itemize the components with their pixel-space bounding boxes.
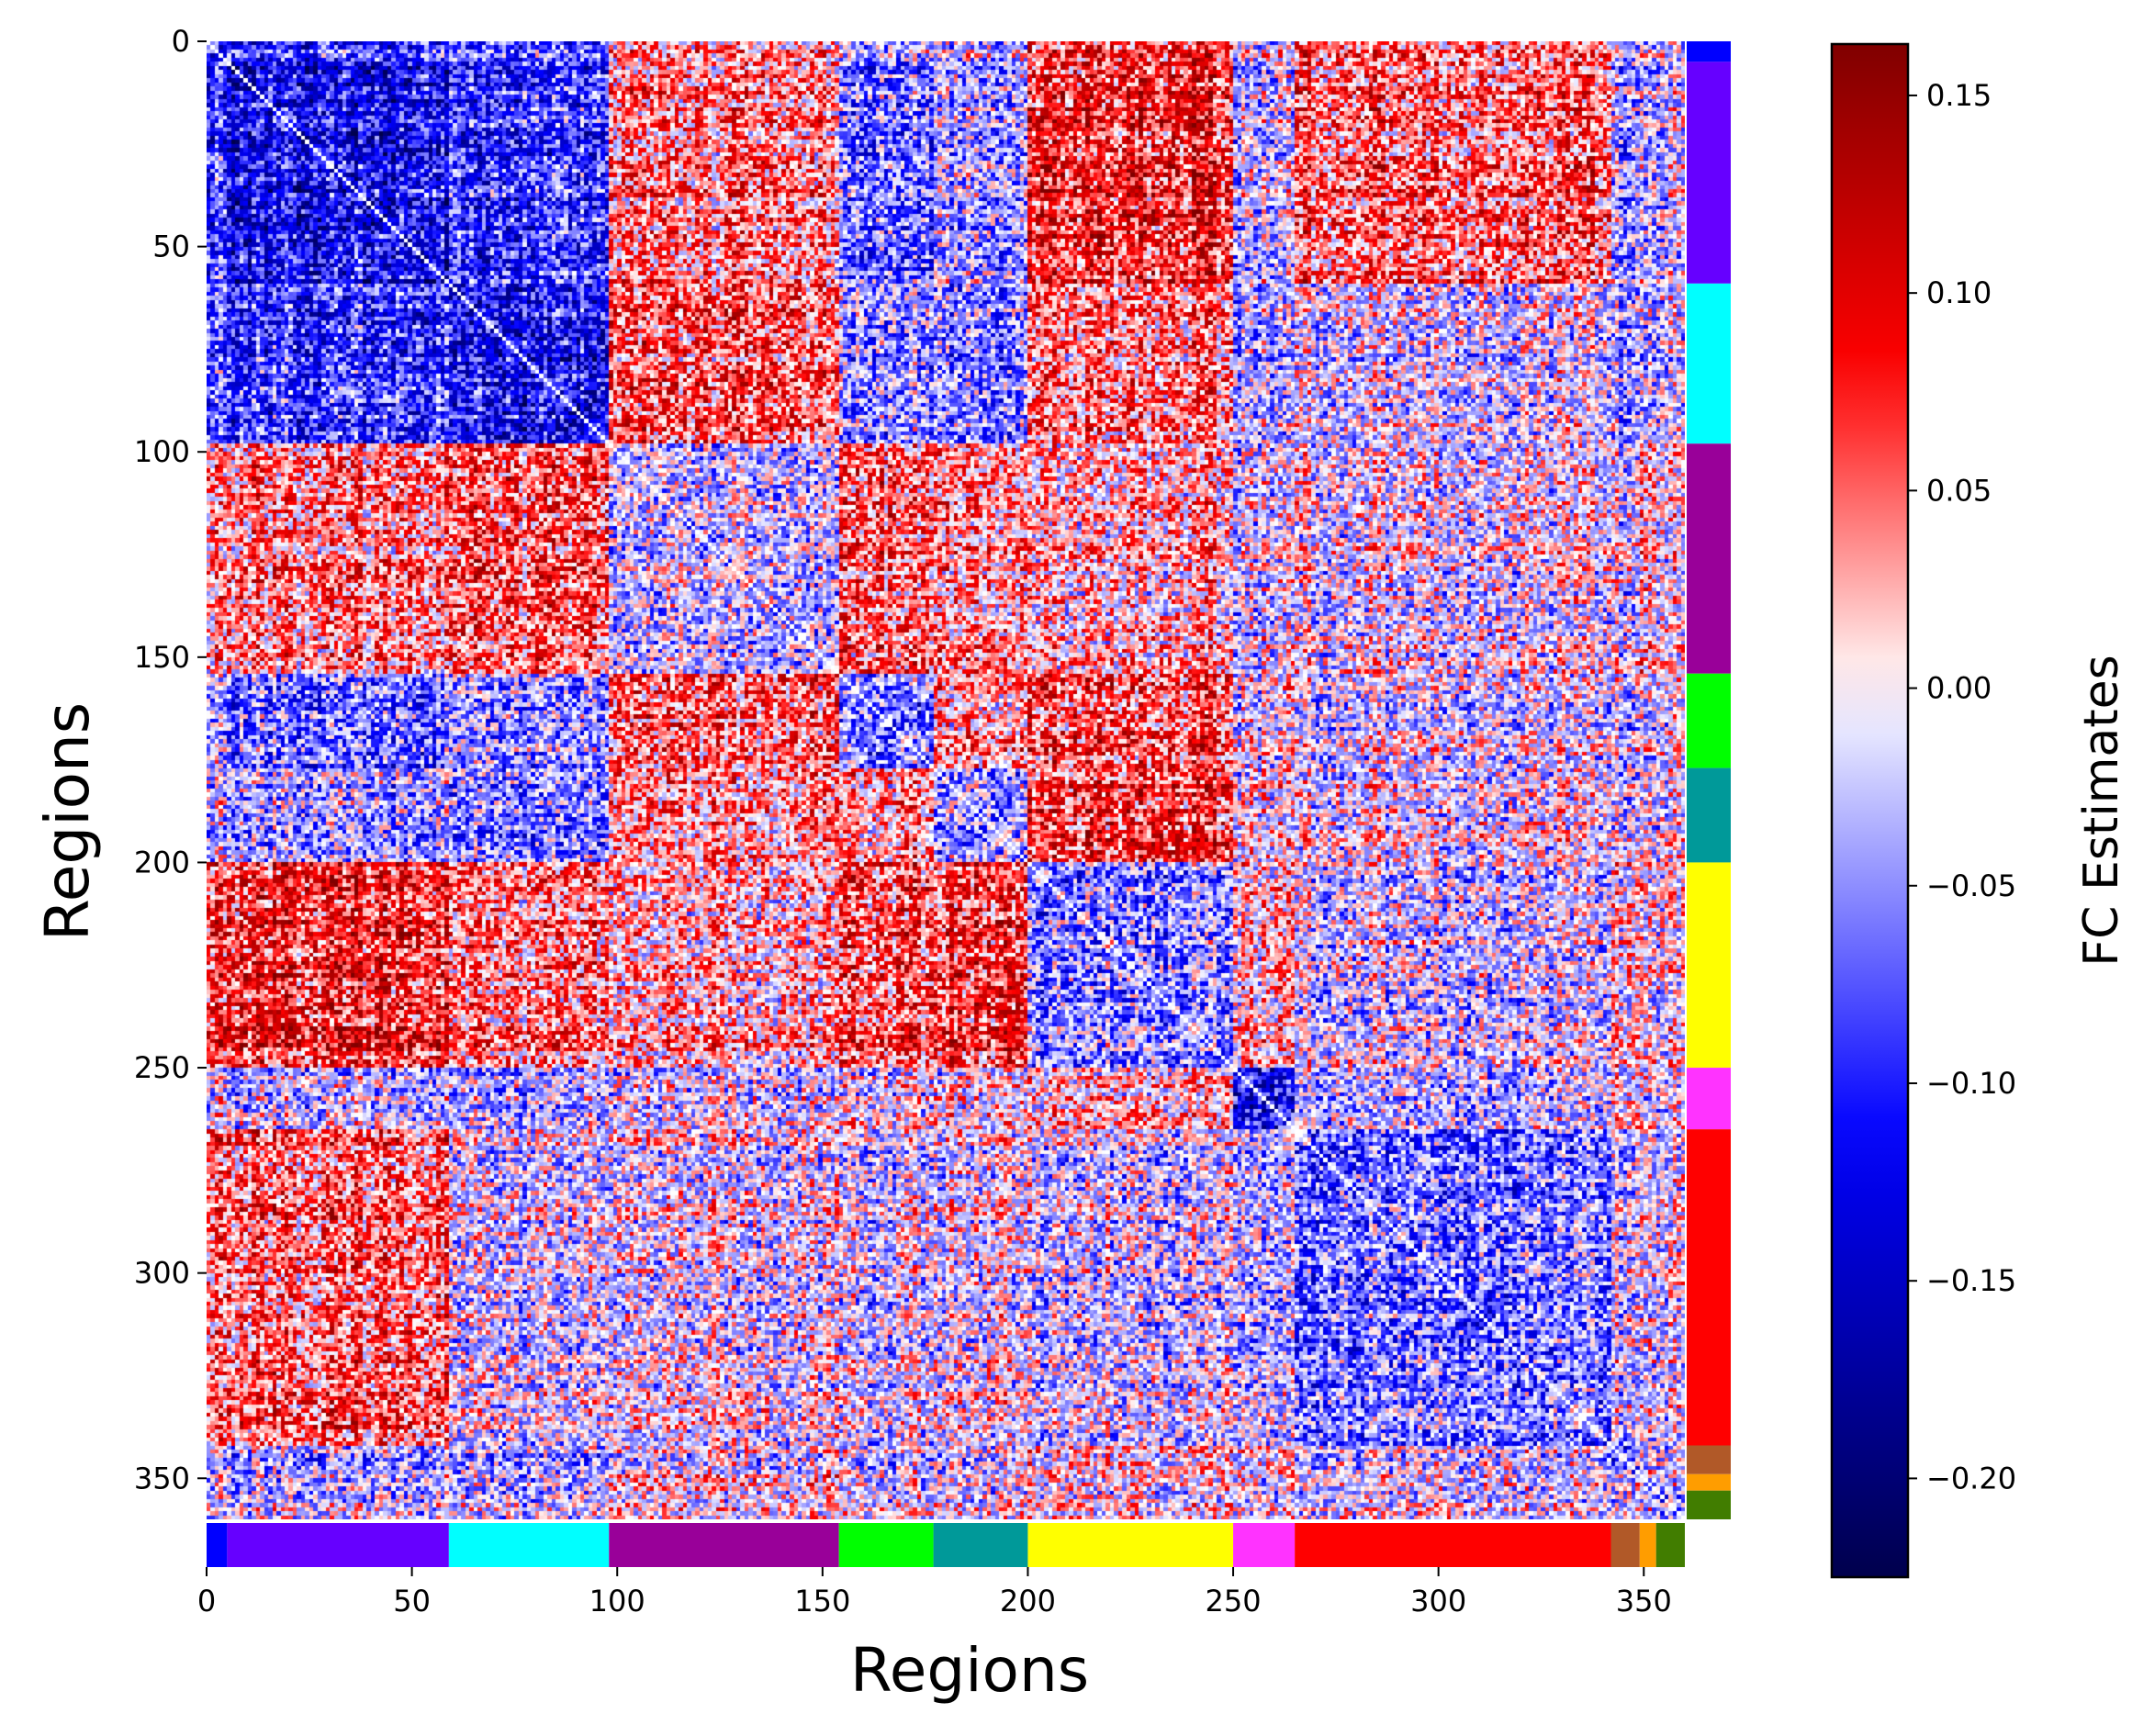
x-tick-label: 0 — [197, 1584, 216, 1618]
x-axis: 0 50 100 150 200 250 300 350 — [197, 1567, 1672, 1618]
network-strip-segment-bottom — [838, 1523, 934, 1567]
network-strip-segment-bottom — [609, 1523, 839, 1567]
network-strip-segment-bottom — [1610, 1523, 1640, 1567]
colorbar-tick-label: 0.05 — [1926, 473, 1992, 508]
network-strip-segment-right — [1687, 1490, 1731, 1519]
network-strip-segment-bottom — [207, 1523, 228, 1567]
network-strip-segment-right — [1687, 1473, 1731, 1491]
y-tick-label: 200 — [134, 845, 190, 879]
x-tick-label: 150 — [794, 1584, 850, 1618]
network-strip-segment-bottom — [448, 1523, 610, 1567]
y-tick-label: 250 — [134, 1050, 190, 1085]
colorbar-tick-label: −0.20 — [1926, 1461, 2016, 1495]
network-strip-segment-right — [1687, 283, 1731, 444]
y-tick-label: 100 — [134, 434, 190, 469]
x-tick-label: 100 — [589, 1584, 645, 1618]
network-strip-segment-right — [1687, 62, 1731, 284]
x-tick-label: 50 — [393, 1584, 431, 1618]
network-strip-segment-right — [1687, 1129, 1731, 1446]
network-strip-segment-right — [1687, 862, 1731, 1069]
y-tick-label: 150 — [134, 640, 190, 675]
colorbar: 0.15 0.10 0.05 0.00 −0.05 −0.10 −0.15 −0.20 FC … — [1830, 42, 2129, 1579]
x-tick-label: 350 — [1616, 1584, 1672, 1618]
y-tick-label: 300 — [134, 1256, 190, 1291]
y-axis: 0 50 100 150 200 250 300 350 — [134, 24, 207, 1495]
colorbar-label: FC Estimates — [2074, 655, 2129, 967]
network-strip-segment-right — [1687, 767, 1731, 863]
network-strip-segment-bottom — [1639, 1523, 1656, 1567]
x-axis-title: Regions — [850, 1635, 1089, 1706]
y-tick-label: 350 — [134, 1461, 190, 1495]
y-axis-title: Regions — [32, 702, 103, 941]
x-tick-label: 300 — [1410, 1584, 1466, 1618]
colorbar-tick-label: −0.15 — [1926, 1263, 2016, 1298]
network-strip-segment-right — [1687, 41, 1731, 62]
network-strip-segment-bottom — [1233, 1523, 1296, 1567]
network-strip-segment-bottom — [933, 1523, 1028, 1567]
colorbar-tick-label: 0.15 — [1926, 78, 1992, 113]
x-tick-label: 250 — [1206, 1584, 1262, 1618]
colorbar-gradient — [1830, 42, 1910, 1579]
colorbar-tick-label: −0.05 — [1926, 868, 2016, 903]
network-strip-segment-bottom — [1295, 1523, 1611, 1567]
network-strip-vertical — [1687, 41, 1731, 1519]
x-tick-label: 200 — [1000, 1584, 1056, 1618]
network-strip-horizontal — [207, 1523, 1685, 1567]
network-strip-segment-bottom — [227, 1523, 449, 1567]
network-strip-segment-bottom — [1655, 1523, 1685, 1567]
colorbar-tick-label: 0.10 — [1926, 275, 1992, 310]
network-strip-segment-bottom — [1027, 1523, 1234, 1567]
y-tick-label: 50 — [152, 230, 190, 264]
network-strip-segment-right — [1687, 673, 1731, 768]
colorbar-tick-label: −0.10 — [1926, 1066, 2016, 1101]
network-strip-segment-right — [1687, 1068, 1731, 1130]
network-strip-segment-right — [1687, 1445, 1731, 1474]
heatmap — [207, 41, 1685, 1519]
y-tick-label: 0 — [172, 24, 190, 59]
fc-matrix — [207, 41, 1685, 1519]
network-strip-segment-right — [1687, 443, 1731, 674]
colorbar-tick-label: 0.00 — [1926, 671, 1992, 706]
